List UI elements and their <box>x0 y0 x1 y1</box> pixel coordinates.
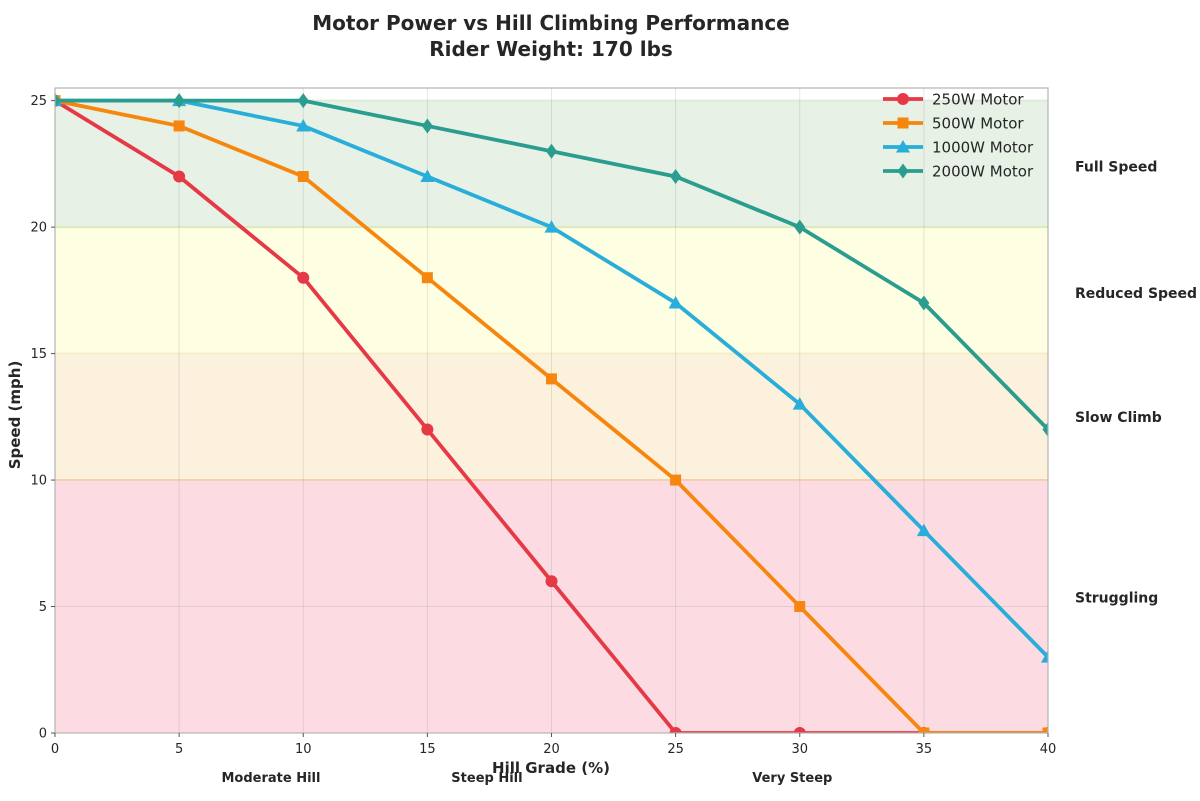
legend-marker-250w-motor <box>897 93 909 105</box>
marker-250w-motor-x15 <box>421 423 434 436</box>
marker-1000w-motor-x25 <box>668 296 683 309</box>
band-full-speed <box>55 100 1048 228</box>
marker-500w-motor-x25 <box>670 474 682 486</box>
x-annotation-moderate-hill: Moderate Hill <box>221 771 320 786</box>
marker-2000w-motor-x40 <box>1042 421 1048 437</box>
legend-item-1000w-motor: 1000W Motor <box>883 139 1034 157</box>
marker-2000w-motor-x35 <box>918 295 930 311</box>
x-tick-label-40: 40 <box>1040 742 1057 757</box>
marker-2000w-motor-x5 <box>173 93 185 109</box>
marker-2000w-motor-x30 <box>794 219 806 235</box>
marker-500w-motor-x20 <box>546 373 557 385</box>
marker-500w-motor-x35 <box>918 727 930 734</box>
legend-item-2000w-motor: 2000W Motor <box>883 163 1034 181</box>
legend-marker-2000w-motor <box>897 163 909 179</box>
y-tick-label-15: 15 <box>30 347 47 362</box>
data-series <box>55 93 1048 734</box>
marker-500w-motor-x40 <box>1042 727 1048 734</box>
x-tick-label-25: 25 <box>667 742 684 757</box>
marker-250w-motor-x30 <box>793 727 806 734</box>
marker-250w-motor-x25 <box>669 727 682 734</box>
x-tick-label-10: 10 <box>295 742 312 757</box>
band-reduced-speed <box>55 227 1048 354</box>
x-tick-label-20: 20 <box>543 742 560 757</box>
gridlines <box>55 88 1048 733</box>
marker-500w-motor-x10 <box>297 171 309 183</box>
zone-label-full-speed: Full Speed <box>1075 159 1157 175</box>
legend-item-250w-motor: 250W Motor <box>883 91 1024 109</box>
y-tick-label-0: 0 <box>39 727 47 742</box>
y-tick-label-10: 10 <box>30 474 47 489</box>
marker-500w-motor-x30 <box>794 601 806 613</box>
x-annotation-steep-hill: Steep Hill <box>451 771 522 786</box>
marker-250w-motor-x20 <box>545 575 558 588</box>
legend-label-2000w-motor: 2000W Motor <box>932 163 1034 181</box>
y-tick-label-25: 25 <box>30 94 47 109</box>
marker-500w-motor-x5 <box>173 120 185 132</box>
marker-2000w-motor-x0 <box>55 93 61 109</box>
marker-1000w-motor-x35 <box>916 523 931 537</box>
legend-marker-1000w-motor <box>896 140 910 153</box>
marker-2000w-motor-x25 <box>670 169 682 185</box>
legend-label-250w-motor: 250W Motor <box>932 91 1024 109</box>
marker-1000w-motor-x20 <box>544 220 559 233</box>
x-tick-label-0: 0 <box>51 742 59 757</box>
zone-bands <box>55 99 1048 733</box>
legend-item-500w-motor: 500W Motor <box>883 115 1024 133</box>
x-axis-label: Hill Grade (%) <box>492 759 610 777</box>
marker-1000w-motor-x15 <box>420 169 435 183</box>
zone-label-struggling: Struggling <box>1075 591 1158 607</box>
zone-labels: Full Speed Reduced Speed Slow Climb Struggl… <box>1075 159 1197 606</box>
legend: 250W Motor 500W Motor 1000W Motor 2000W Mot… <box>883 91 1034 181</box>
legend-marker-500w-motor <box>897 117 909 129</box>
legend-label-1000w-motor: 1000W Motor <box>932 139 1034 157</box>
marker-1000w-motor-x40 <box>1041 650 1048 663</box>
y-tick-label-5: 5 <box>39 600 47 615</box>
marker-250w-motor-x10 <box>297 271 310 284</box>
x-tick-label-15: 15 <box>419 742 436 757</box>
x-annotations: Moderate Hill Steep Hill Very Steep <box>221 771 832 786</box>
axis-ticks: 0 5 10 15 20 25 30 35 40 0 5 10 15 20 25 <box>30 94 1056 757</box>
marker-2000w-motor-x10 <box>297 93 309 109</box>
chart-subtitle: Rider Weight: 170 lbs <box>429 37 673 61</box>
series-2000w-motor <box>55 93 1048 437</box>
zone-label-reduced-speed: Reduced Speed <box>1075 286 1197 302</box>
x-tick-label-30: 30 <box>791 742 808 757</box>
zone-label-slow-climb: Slow Climb <box>1075 410 1162 426</box>
legend-label-500w-motor: 500W Motor <box>932 115 1024 133</box>
x-tick-label-35: 35 <box>916 742 933 757</box>
marker-500w-motor-x15 <box>421 272 433 284</box>
x-annotation-very-steep: Very Steep <box>752 771 832 786</box>
series-1000w-motor <box>55 93 1048 663</box>
chart-title: Motor Power vs Hill Climbing Performance <box>312 11 790 35</box>
y-tick-label-20: 20 <box>30 221 47 236</box>
marker-2000w-motor-x20 <box>546 143 557 159</box>
marker-1000w-motor-x30 <box>792 397 807 410</box>
marker-2000w-motor-x15 <box>421 118 433 134</box>
marker-250w-motor-x5 <box>173 170 186 183</box>
x-tick-label-5: 5 <box>175 742 183 757</box>
marker-1000w-motor-x10 <box>296 118 311 132</box>
y-axis-label: Speed (mph) <box>6 361 24 470</box>
